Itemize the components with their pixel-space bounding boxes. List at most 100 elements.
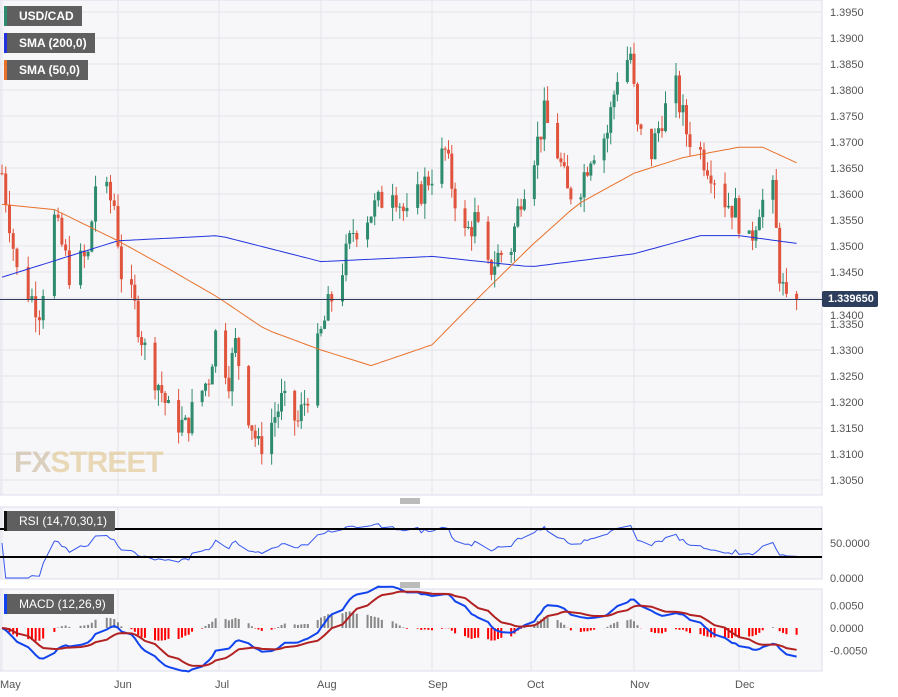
candle-body [391,195,395,208]
candle-body [394,195,398,208]
candle-body [207,383,211,385]
price-tick: 1.3300 [830,345,864,357]
candle-body [702,149,706,171]
candle-body [79,250,83,286]
candle-body [224,330,228,378]
candle-body [778,227,782,284]
macd-histogram-bar [180,628,183,638]
candle-body [585,172,589,176]
candle-body [316,333,320,406]
month-label: Dec [735,679,755,691]
macd-histogram-bar [589,628,592,631]
macd-histogram-bar [785,628,788,635]
legend-sma50: SMA (50,0) [4,60,88,80]
candle-body [156,385,160,391]
macd-histogram-bar [113,619,116,628]
price-tick: 1.3500 [830,241,864,253]
main-panel [0,0,823,496]
price-tick: 1.3400 [830,310,864,322]
macd-histogram-bar [664,628,667,632]
macd-histogram-bar [616,621,619,628]
candle-body [569,188,573,200]
price-tick: 1.3850 [830,59,864,71]
month-label: Nov [630,679,650,691]
candle-body [230,352,234,392]
price-tick: 1.3900 [830,33,864,45]
candle-body [699,147,702,150]
macd-histogram-bar [454,628,457,634]
candle-body [546,100,550,123]
candle-body [636,83,639,125]
candle-body [260,436,264,455]
candle-body [105,181,109,187]
macd-histogram-bar [586,628,589,632]
candle-body [116,205,120,247]
candle-body [355,232,359,240]
macd-histogram-bar [355,613,358,628]
macd-histogram-bar [490,628,493,641]
candle-body [713,183,716,185]
candle-body [685,105,688,135]
candle-body [303,403,307,405]
candle-body [556,122,560,159]
candle-body [632,53,636,84]
macd-histogram-bar [778,628,781,632]
macd-histogram-bar [487,628,490,640]
candle-body [94,186,98,222]
candle-body [688,134,692,148]
macd-histogram-bar [60,626,63,628]
legend-sma200: SMA (200,0) [4,33,95,53]
candle-body [323,320,327,329]
candle-body [129,279,133,285]
candle-body [612,94,616,108]
candle-body [60,217,64,245]
macd-histogram-bar [109,618,112,628]
macd-histogram-bar [303,624,306,628]
macd-histogram-bar [224,619,227,628]
candle-body [109,181,113,201]
candle-body [143,342,147,346]
candle-body [0,173,4,175]
candle-body [237,338,241,367]
price-tick: 1.3550 [830,215,864,227]
candle-body [11,233,15,249]
candle-body [283,390,287,394]
candle-body [416,184,420,208]
macd-histogram-bar [626,620,629,628]
macd-histogram-bar [546,617,549,628]
candle-body [730,205,734,218]
candle-body [200,390,204,403]
candle-body [559,158,563,163]
macd-histogram-bar [416,628,419,629]
candle-body [15,248,19,268]
macd-histogram-bar [795,628,798,635]
candle-body [273,417,277,423]
candle-body [674,75,678,104]
macd-histogram-bar [327,614,330,628]
sma50-line [1,146,797,367]
macd-histogram-bar [247,623,250,628]
legend-symbol: USD/CAD [4,6,82,26]
macd-histogram-bar [734,628,737,637]
macd-histogram-bar [398,625,401,628]
month-label: Oct [527,679,544,691]
macd-histogram-bar [370,616,373,628]
candle-body [532,165,536,200]
price-tick: 1.3750 [830,111,864,123]
candle-body [90,221,94,252]
macd-histogram-bar [609,624,612,628]
macd-histogram-bar [713,628,716,638]
candle-body [443,148,447,150]
macd-tick: 0.0000 [830,623,864,635]
macd-histogram-bar [94,619,97,628]
candle-body [52,214,56,296]
candle-body [348,233,352,244]
candle-body [153,342,157,391]
candle-body [562,162,566,167]
macd-histogram-bar [675,628,677,630]
macd-histogram-bar [761,628,764,631]
macd-histogram-bar [42,628,45,639]
macd-histogram-bar [593,628,596,630]
candle-body [493,266,497,275]
candle-body [582,172,586,198]
